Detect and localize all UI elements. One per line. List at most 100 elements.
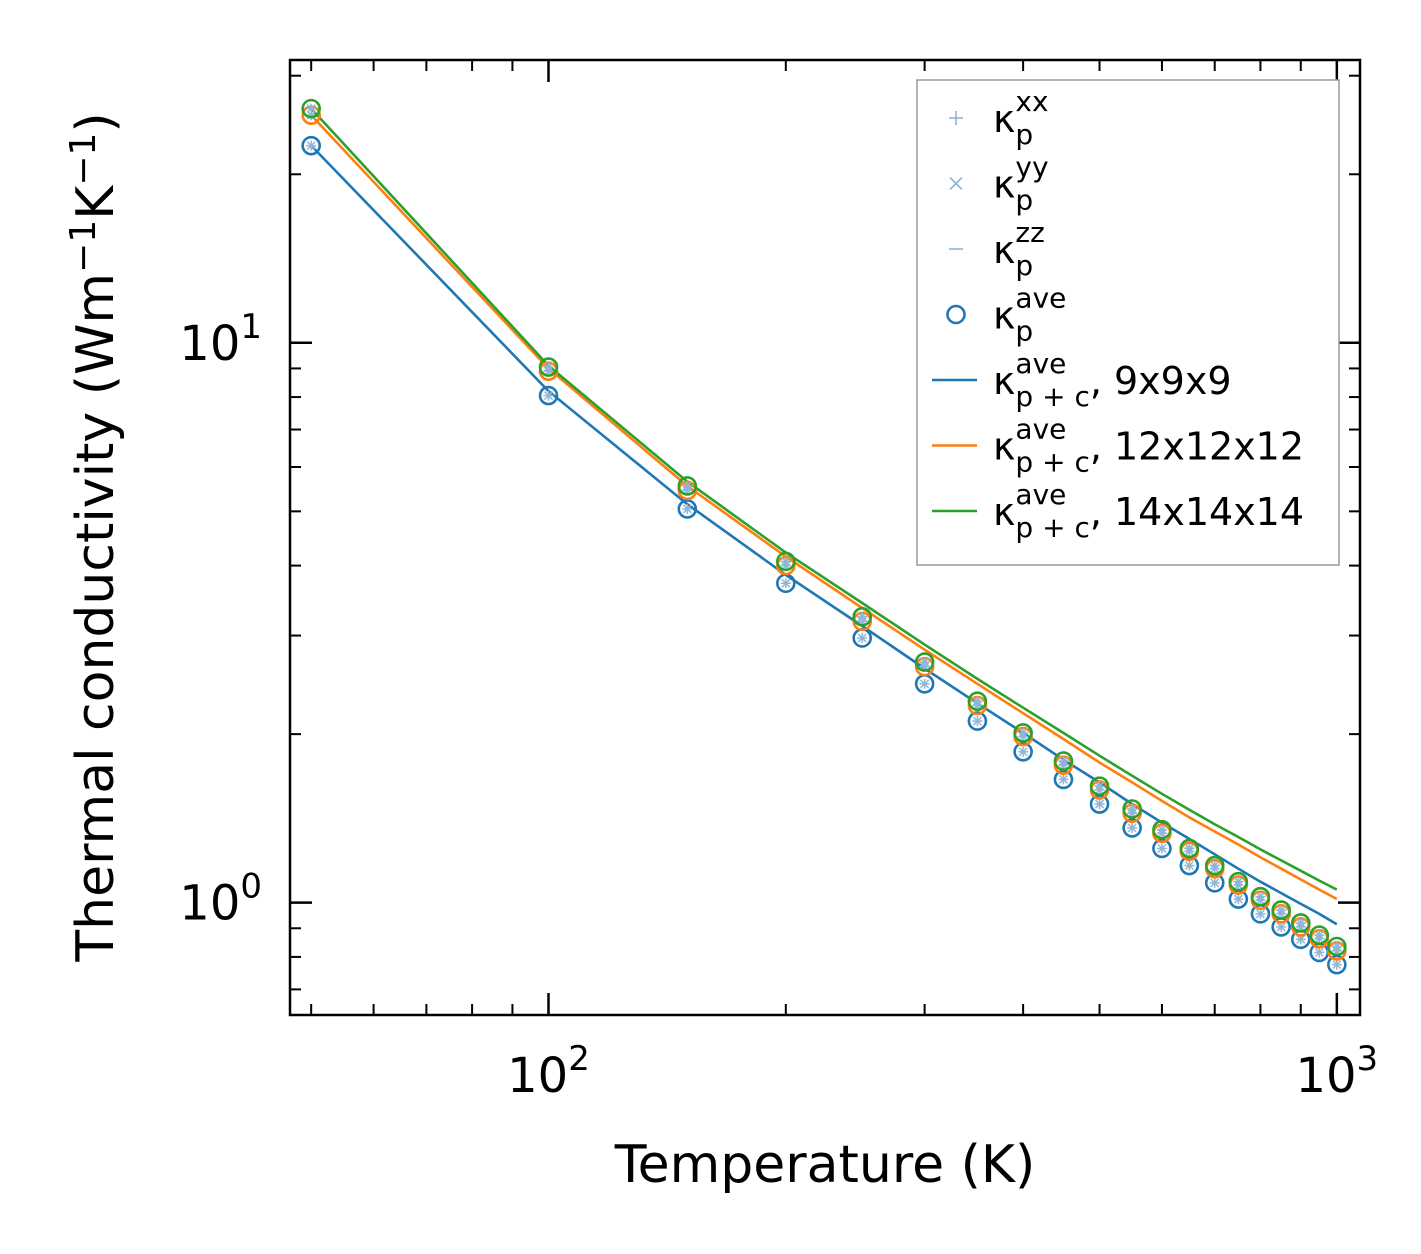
component-marker	[1296, 934, 1306, 944]
component-marker	[857, 633, 867, 643]
legend-sub: p + c	[1015, 446, 1089, 479]
component-marker	[1157, 825, 1167, 835]
plot-frame	[288, 58, 1362, 1017]
component-marker	[1276, 922, 1286, 932]
data-point	[1152, 838, 1172, 859]
legend-box	[916, 79, 1340, 566]
component-marker	[1184, 860, 1194, 871]
component-marker	[1127, 823, 1137, 833]
legend-sub: p	[1015, 315, 1033, 348]
data-point	[914, 652, 935, 672]
legend-kappa: κ	[993, 97, 1015, 141]
component-marker	[1058, 756, 1068, 766]
component-marker	[1233, 894, 1243, 904]
legend-label: κp + cave , 9x9x9	[993, 347, 1232, 413]
legend-label: κp + cave , 12x12x12	[993, 413, 1304, 479]
component-marker	[972, 696, 982, 706]
component-marker	[1332, 960, 1342, 970]
component-marker	[1018, 747, 1028, 757]
data-point	[967, 691, 988, 712]
data-point	[1271, 900, 1291, 920]
legend-label: κp + cave , 14x14x14	[993, 478, 1304, 544]
y-tick-label: 101	[179, 307, 262, 372]
component-marker	[1276, 905, 1286, 915]
data-point	[1013, 723, 1033, 743]
legend-sup: ave	[1015, 413, 1066, 446]
component-marker	[1058, 774, 1068, 784]
component-marker	[1018, 728, 1028, 738]
legend-kappa: κ	[993, 163, 1015, 207]
y-axis-label: Thermal conductivity (Wm−1K−1)	[63, 112, 126, 962]
legend-sup: yy	[1015, 151, 1048, 184]
legend-label: κpxx	[993, 85, 1049, 151]
component-marker	[1233, 877, 1243, 887]
data-point	[1152, 819, 1172, 840]
series-line	[310, 144, 1338, 926]
data-point	[967, 711, 988, 731]
component-marker	[972, 716, 982, 726]
component-marker	[1332, 941, 1342, 952]
legend-sup: ave	[1015, 478, 1066, 511]
y-axis-label-exp2: −1	[63, 133, 104, 186]
legend-sub: p	[1015, 249, 1033, 282]
legend-sup: ave	[1015, 347, 1066, 380]
component-marker	[1314, 930, 1324, 940]
y-axis-label-suffix: )	[66, 112, 126, 132]
legend-tail: , 12x12x12	[1090, 425, 1304, 469]
data-point	[677, 476, 698, 496]
y-tick-label-base: 10	[179, 316, 240, 372]
data-point	[1122, 818, 1142, 838]
component-marker	[1210, 878, 1220, 888]
data-point	[852, 607, 873, 627]
legend-kappa: κ	[993, 228, 1015, 272]
y-tick-label-exp: 1	[240, 307, 262, 347]
x-tick-label-exp: 3	[1357, 1039, 1379, 1079]
legend-tail: , 9x9x9	[1090, 359, 1232, 403]
data-point	[1122, 799, 1142, 819]
legend-sup: xx	[1015, 85, 1048, 118]
x-tick-label: 103	[1295, 1039, 1378, 1104]
component-marker	[306, 104, 316, 114]
component-marker	[1094, 799, 1105, 809]
legend-sup: ave	[1015, 282, 1066, 315]
component-marker	[1255, 909, 1265, 919]
x-tick-label-exp: 2	[568, 1039, 590, 1079]
x-tick-label-base: 10	[507, 1048, 568, 1104]
data-point	[538, 385, 559, 406]
y-tick-label-exp: 0	[240, 867, 262, 907]
legend-label: κpyy	[993, 151, 1049, 217]
component-marker	[781, 578, 791, 588]
plot-area	[301, 98, 1347, 975]
legend-tail: , 14x14x14	[1090, 490, 1304, 534]
y-axis-label-exp1: −1	[63, 220, 104, 273]
legend-sub: p	[1015, 118, 1033, 151]
legend-sub: p + c	[1015, 380, 1089, 413]
data-point	[1290, 913, 1311, 933]
x-tick-label: 102	[507, 1039, 590, 1104]
component-marker	[1127, 804, 1137, 814]
data-point	[1179, 838, 1200, 859]
component-marker	[1184, 843, 1194, 853]
data-point	[1089, 776, 1110, 796]
component-marker	[920, 657, 930, 667]
data-point	[301, 135, 321, 156]
component-marker	[543, 362, 554, 372]
data-point	[1228, 871, 1249, 892]
legend-kappa: κ	[993, 294, 1015, 338]
component-marker	[1157, 843, 1167, 853]
component-marker	[920, 679, 930, 689]
data-point	[1053, 751, 1074, 771]
y-axis-label-mid: K	[66, 184, 126, 220]
legend-circle-marker	[946, 304, 966, 325]
y-axis-label-prefix: Thermal conductivity (Wm	[66, 273, 126, 963]
axis-ticks	[290, 60, 1360, 1015]
legend-sub: p + c	[1015, 511, 1089, 544]
legend-label: κpzz	[993, 216, 1045, 282]
legend-cross-marker	[949, 176, 963, 191]
component-marker	[1296, 918, 1306, 928]
data-point	[677, 499, 698, 519]
component-marker	[1314, 947, 1324, 957]
legend-kappa: κ	[993, 425, 1015, 469]
